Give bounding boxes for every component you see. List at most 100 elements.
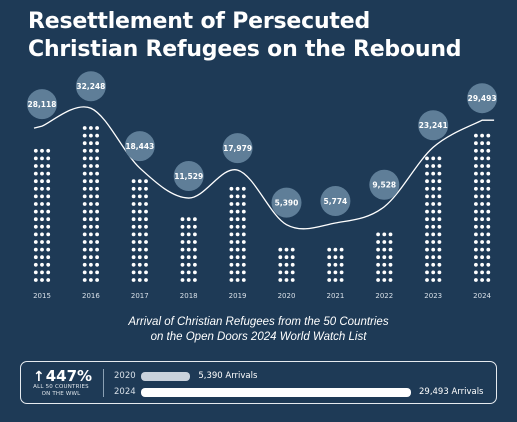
dot-2018 bbox=[186, 217, 191, 222]
dot-2024 bbox=[474, 148, 478, 153]
dot-2023 bbox=[425, 255, 429, 260]
dot-2023 bbox=[431, 247, 436, 252]
dot-2016 bbox=[89, 232, 93, 237]
dot-2017 bbox=[144, 194, 148, 199]
value-label-2020: 5,390 bbox=[275, 198, 299, 207]
dot-2019 bbox=[229, 194, 234, 199]
dot-2021 bbox=[339, 247, 344, 252]
dot-2015 bbox=[46, 262, 51, 267]
dot-2023 bbox=[431, 156, 436, 161]
dot-2023 bbox=[431, 209, 436, 214]
dot-2023 bbox=[437, 209, 442, 214]
dot-2018 bbox=[193, 255, 197, 260]
summary-divider bbox=[103, 369, 104, 397]
caption-line-1: Arrival of Christian Refugees from the 5… bbox=[128, 316, 389, 328]
value-bubble-2019 bbox=[222, 133, 253, 164]
dot-2024 bbox=[486, 262, 491, 267]
dot-2016 bbox=[95, 262, 99, 267]
dot-2016 bbox=[82, 224, 87, 229]
dot-2017 bbox=[144, 202, 148, 206]
dot-2017 bbox=[137, 232, 142, 237]
refugee-chart: 2015 2016 2017 2018 2019 2020 2021 2022 2023 2024… bbox=[27, 71, 498, 300]
dot-2015 bbox=[33, 186, 38, 191]
dot-2020 bbox=[290, 270, 295, 275]
dot-2019 bbox=[241, 262, 246, 267]
dot-2024 bbox=[474, 164, 478, 168]
value-bubble-2022 bbox=[369, 169, 400, 200]
dot-2018 bbox=[180, 270, 185, 275]
dot-2019 bbox=[241, 278, 246, 282]
dot-2017 bbox=[144, 209, 148, 214]
dot-2024 bbox=[474, 194, 478, 199]
dot-2023 bbox=[437, 179, 442, 184]
dot-2018 bbox=[180, 224, 185, 229]
value-bubble-2015 bbox=[27, 89, 57, 120]
dot-2015 bbox=[40, 217, 44, 222]
dot-2019 bbox=[235, 240, 240, 244]
summary-year-2024: 2024 bbox=[114, 387, 136, 397]
dot-2018 bbox=[186, 270, 191, 275]
dot-2016 bbox=[82, 156, 87, 161]
dot-2015 bbox=[40, 179, 44, 184]
dot-2022 bbox=[382, 262, 387, 267]
dot-2015 bbox=[40, 240, 44, 244]
dot-2017 bbox=[131, 179, 136, 184]
dot-2024 bbox=[474, 270, 478, 275]
dot-2022 bbox=[388, 247, 393, 252]
dot-2018 bbox=[180, 240, 185, 244]
dot-2022 bbox=[376, 232, 380, 237]
dot-2023 bbox=[437, 202, 442, 206]
dot-2015 bbox=[33, 255, 38, 260]
dot-2019 bbox=[229, 255, 234, 260]
dot-2016 bbox=[89, 141, 93, 146]
dot-2015 bbox=[40, 164, 44, 168]
dot-2020 bbox=[284, 278, 289, 282]
value-bubble-2024 bbox=[467, 83, 498, 114]
dot-2016 bbox=[95, 141, 99, 146]
dot-2019 bbox=[235, 278, 240, 282]
dot-2016 bbox=[82, 179, 87, 184]
dot-2016 bbox=[82, 133, 87, 138]
x-tick-2021: 2021 bbox=[326, 292, 344, 300]
dot-2021 bbox=[327, 270, 332, 275]
dot-2015 bbox=[33, 209, 38, 214]
dot-2020 bbox=[284, 255, 289, 260]
dot-2016 bbox=[89, 262, 93, 267]
dot-2015 bbox=[40, 278, 44, 282]
dot-2015 bbox=[33, 194, 38, 199]
dot-2022 bbox=[382, 232, 387, 237]
dot-2024 bbox=[480, 164, 484, 168]
dot-2015 bbox=[33, 262, 38, 267]
dot-2016 bbox=[95, 186, 99, 191]
dot-2023 bbox=[431, 186, 436, 191]
value-label-2019: 17,979 bbox=[223, 144, 252, 153]
increase-stat: ↑447% bbox=[33, 367, 92, 385]
dot-2024 bbox=[474, 224, 478, 229]
dot-2023 bbox=[431, 278, 436, 282]
dot-2017 bbox=[131, 262, 136, 267]
dot-2024 bbox=[480, 209, 484, 214]
dot-2023 bbox=[425, 171, 429, 176]
dot-2019 bbox=[229, 232, 234, 237]
dot-2024 bbox=[480, 156, 484, 161]
dot-2016 bbox=[95, 171, 99, 176]
dot-2019 bbox=[229, 217, 234, 222]
dot-2023 bbox=[437, 278, 442, 282]
value-label-2024: 29,493 bbox=[468, 94, 497, 103]
dot-2016 bbox=[89, 148, 93, 153]
dot-2024 bbox=[480, 133, 484, 138]
dot-2018 bbox=[180, 247, 185, 252]
value-bubble-2020 bbox=[271, 187, 302, 218]
dot-2016 bbox=[82, 126, 87, 130]
dot-2015 bbox=[33, 202, 38, 206]
increase-note-line-1: ALL 50 COUNTRIES bbox=[33, 384, 89, 390]
dot-2020 bbox=[284, 270, 289, 275]
dot-2016 bbox=[95, 179, 99, 184]
dot-2015 bbox=[46, 270, 51, 275]
dot-2021 bbox=[333, 262, 338, 267]
dot-2016 bbox=[95, 202, 99, 206]
dot-2024 bbox=[486, 224, 491, 229]
dot-2023 bbox=[437, 262, 442, 267]
dot-2016 bbox=[95, 156, 99, 161]
dot-2019 bbox=[235, 217, 240, 222]
